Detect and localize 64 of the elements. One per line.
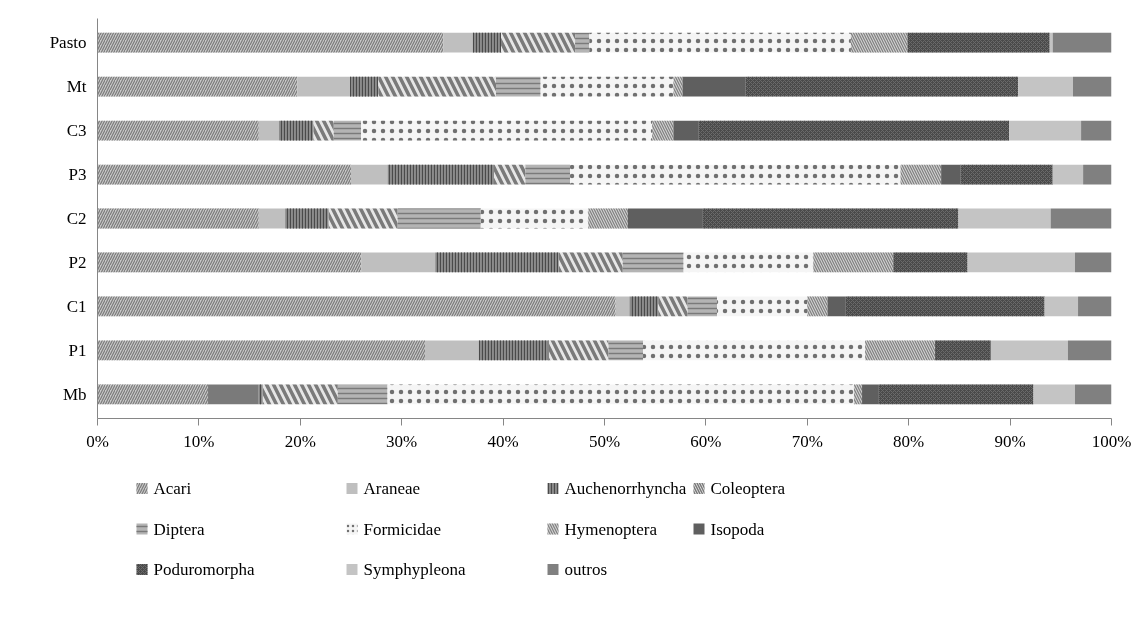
bar <box>627 208 703 229</box>
bar <box>258 208 286 229</box>
legend-label: Auchenorrhyncha <box>564 479 687 498</box>
legend-label: Symphypleona <box>363 560 466 579</box>
y-tick-label: Mb <box>62 384 87 404</box>
y-tick-label: Mt <box>66 77 87 97</box>
bar <box>862 384 879 405</box>
bar <box>941 164 961 185</box>
y-tick-label: C3 <box>66 121 87 141</box>
x-tick-label: 90% <box>994 431 1026 451</box>
legend-label: Isopoda <box>710 519 765 539</box>
legend-label: Acari <box>153 479 192 498</box>
bar <box>258 120 280 141</box>
x-tick-label: 60% <box>690 431 722 451</box>
bar <box>990 340 1068 361</box>
bar <box>1075 384 1112 405</box>
bar <box>1044 296 1079 317</box>
bar <box>1052 164 1084 185</box>
bar <box>208 384 259 405</box>
legend-label: Formicidae <box>363 519 441 539</box>
bar <box>615 296 630 317</box>
bar <box>297 76 350 97</box>
bar <box>351 164 388 185</box>
y-tick-label: P1 <box>68 340 87 360</box>
y-tick-label: C1 <box>66 296 87 316</box>
x-tick-label: 50% <box>588 431 621 451</box>
x-tick-label: 10% <box>183 431 215 451</box>
legend-label: Araneae <box>363 479 421 498</box>
bar <box>1081 120 1112 141</box>
x-tick-label: 70% <box>791 431 823 451</box>
y-tick-label: C2 <box>66 209 87 228</box>
y-tick-label: P2 <box>68 252 87 272</box>
bar <box>1049 32 1053 53</box>
bar <box>1050 208 1112 229</box>
bar <box>673 120 699 141</box>
bar <box>967 252 1075 273</box>
x-tick-label: 30% <box>386 431 418 451</box>
bar <box>443 32 473 53</box>
bar <box>1052 32 1112 53</box>
x-tick-label: 0% <box>86 431 109 451</box>
legend-label: Poduromorpha <box>153 560 255 579</box>
bar <box>682 76 746 97</box>
bar <box>1072 76 1112 97</box>
bar <box>425 340 479 361</box>
x-tick-label: 40% <box>487 431 519 451</box>
bar <box>1083 164 1112 185</box>
legend-label: outros <box>564 560 607 579</box>
y-tick-label: Pasto <box>49 33 87 53</box>
bar <box>1078 296 1112 317</box>
bar <box>1075 252 1112 273</box>
x-tick-label: 80% <box>893 431 925 451</box>
y-tick-label: P3 <box>68 165 87 185</box>
legend-label: Hymenoptera <box>564 519 658 539</box>
bar <box>1009 120 1082 141</box>
legend-label: Coleoptera <box>710 479 786 498</box>
bar <box>1033 384 1075 405</box>
bar <box>827 296 846 317</box>
legend-label: Diptera <box>153 519 205 539</box>
bar <box>1067 340 1112 361</box>
x-tick-label: 20% <box>284 431 316 451</box>
bar <box>958 208 1051 229</box>
bar <box>361 252 436 273</box>
x-tick-label: 100% <box>1091 431 1132 451</box>
bar <box>1018 76 1073 97</box>
